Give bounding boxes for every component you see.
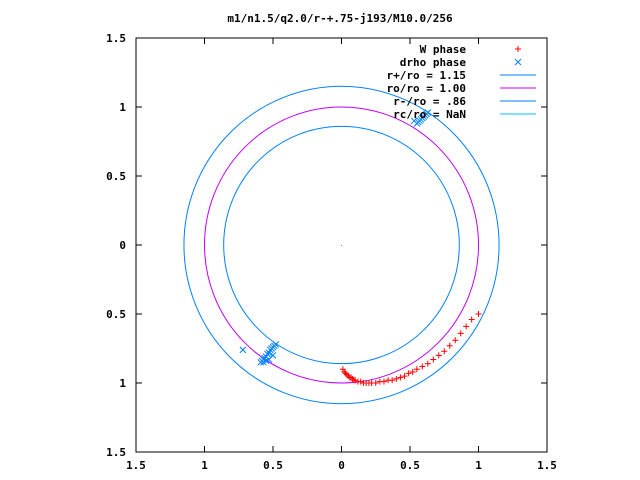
w-phase-point bbox=[341, 368, 348, 375]
legend-label: ro/ro = 1.00 bbox=[387, 82, 466, 95]
circle-ro-ro-1-00 bbox=[204, 106, 479, 384]
circle-r-ro-1-15 bbox=[183, 85, 500, 405]
x-tick-label: 1 bbox=[475, 459, 482, 472]
y-tick-label: 1.5 bbox=[106, 446, 126, 459]
circle-r-ro-86 bbox=[223, 125, 460, 365]
x-tick-label: 1 bbox=[201, 459, 208, 472]
drho-phase-point bbox=[239, 346, 247, 354]
legend-marker bbox=[514, 58, 522, 66]
y-tick-label: 1 bbox=[119, 377, 126, 390]
circle-series bbox=[183, 85, 500, 405]
drho-phase-point bbox=[257, 358, 265, 366]
w-phase-point bbox=[419, 363, 426, 370]
x-tick-label: 0.5 bbox=[400, 459, 420, 472]
x-axis: 1.5 1 0.5 0 0.5 1 1.5 bbox=[126, 38, 557, 472]
y-tick-label: 0.5 bbox=[106, 170, 126, 183]
w-phase-point bbox=[380, 378, 387, 385]
w-phase-point bbox=[413, 366, 420, 373]
chart-title: m1/n1.5/q2.0/r-+.75-j193/M10.0/256 bbox=[227, 12, 453, 25]
w-phase-point bbox=[393, 375, 400, 382]
point-series bbox=[239, 109, 482, 386]
w-phase-point bbox=[345, 373, 352, 380]
legend-label: rc/ro = NaN bbox=[393, 108, 466, 121]
w-phase-point bbox=[409, 368, 416, 375]
drho-phase-point bbox=[272, 341, 280, 348]
w-phase-point bbox=[405, 370, 412, 377]
w-phase-point bbox=[357, 378, 364, 385]
w-phase-point bbox=[424, 360, 431, 367]
x-tick-label: 1.5 bbox=[537, 459, 557, 472]
w-phase-point bbox=[468, 316, 475, 323]
w-phase-point bbox=[349, 375, 356, 382]
w-phase-point bbox=[475, 311, 482, 317]
drho-phase-point bbox=[269, 352, 277, 359]
w-phase-point bbox=[401, 373, 408, 380]
y-axis: 1.5 1 0.5 0 0.5 1 1.5 bbox=[106, 32, 547, 459]
w-phase-point bbox=[452, 337, 459, 344]
x-tick-label: 0.5 bbox=[263, 459, 283, 472]
w-phase-point bbox=[348, 374, 355, 381]
origin-dot bbox=[341, 245, 342, 246]
legend-label: r-/ro = .86 bbox=[393, 95, 466, 108]
w-phase-point bbox=[339, 366, 346, 373]
w-phase-point bbox=[435, 352, 442, 359]
w-phase-point bbox=[352, 377, 359, 384]
legend-marker bbox=[515, 46, 521, 52]
y-tick-label: 1.5 bbox=[106, 32, 126, 45]
x-tick-label: 1.5 bbox=[126, 459, 146, 472]
w-phase-point bbox=[457, 330, 464, 337]
drho-phase-point bbox=[424, 109, 432, 116]
legend-label: r+/ro = 1.15 bbox=[387, 69, 466, 82]
x-tick-label: 0 bbox=[338, 459, 345, 472]
w-phase-point bbox=[372, 380, 379, 386]
w-phase-point bbox=[463, 323, 470, 330]
y-tick-label: 1 bbox=[119, 101, 126, 114]
y-tick-label: 0.5 bbox=[106, 308, 126, 321]
w-phase-point bbox=[446, 342, 453, 349]
legend-label: drho phase bbox=[400, 56, 467, 69]
w-phase-point bbox=[389, 377, 396, 384]
w-phase-point bbox=[441, 348, 448, 355]
w-phase-point bbox=[397, 374, 404, 381]
legend-label: W phase bbox=[420, 43, 467, 56]
w-phase-point bbox=[342, 370, 349, 377]
y-tick-label: 0 bbox=[119, 239, 126, 252]
w-phase-point bbox=[430, 356, 437, 363]
w-phase-point bbox=[343, 371, 350, 378]
